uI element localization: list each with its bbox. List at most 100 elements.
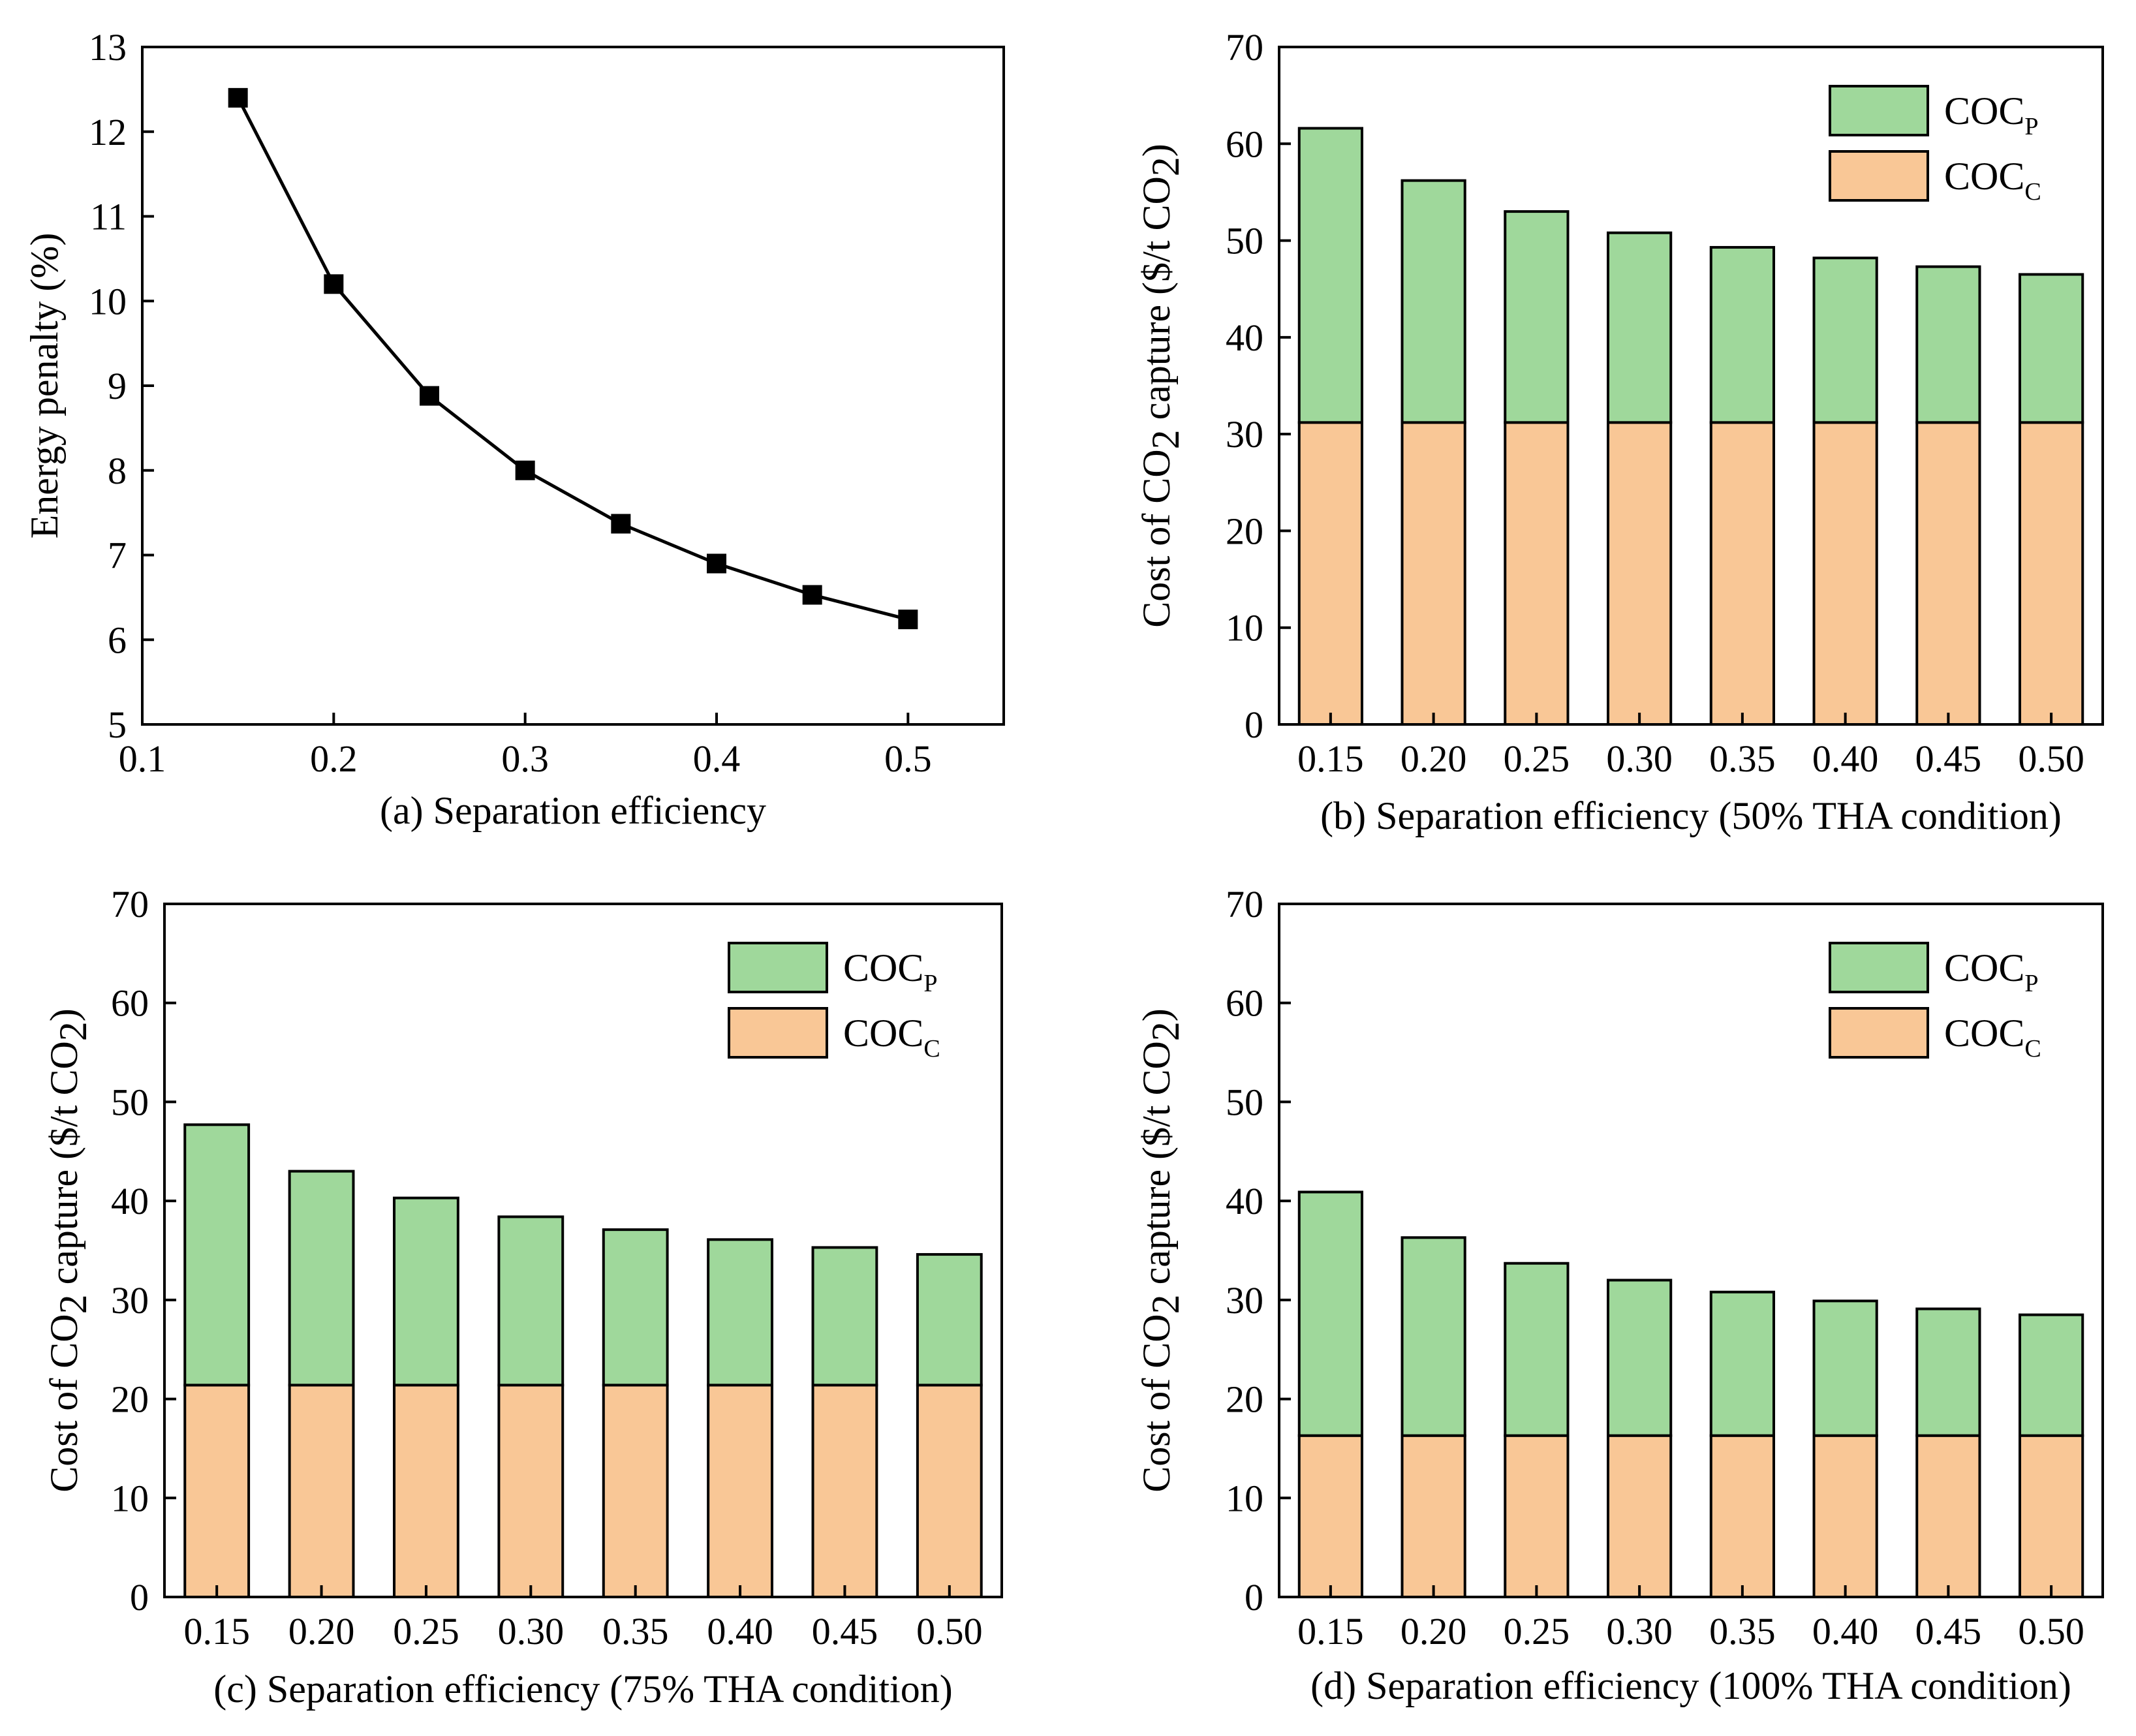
x-tick-label: 0.25	[393, 1610, 459, 1652]
y-tick-label: 9	[108, 365, 127, 407]
y-axis-label-subscript: 2	[1144, 1021, 1187, 1041]
legend-swatch-coc-c	[728, 1007, 828, 1059]
y-axis-label: Cost of CO2 capture ($/t CO2)	[1135, 144, 1187, 628]
bar-coc-p	[1812, 256, 1878, 424]
bar-coc-c	[1504, 421, 1570, 726]
y-axis-label-part: Cost of CO	[42, 1314, 85, 1492]
y-tick-label: 40	[1226, 1180, 1263, 1222]
bar-coc-c	[1297, 1434, 1363, 1599]
plot-frame	[141, 46, 1005, 726]
y-tick-label: 20	[1226, 510, 1263, 552]
bar-coc-c	[1812, 1434, 1878, 1599]
bar-coc-p	[2019, 1313, 2084, 1437]
legend-label-subscript: C	[2024, 178, 2041, 206]
bar-coc-p	[602, 1228, 669, 1387]
y-tick-label: 0	[1245, 704, 1263, 746]
data-point-marker	[802, 585, 822, 605]
y-axis-label-part: Cost of CO	[1135, 1314, 1178, 1492]
bar-coc-p	[1812, 1299, 1878, 1437]
x-tick-label: 0.25	[1504, 737, 1570, 780]
legend-label: COCP	[1944, 89, 2039, 140]
y-axis-label-part: capture ($/t CO	[1135, 1041, 1178, 1294]
y-axis-label: Cost of CO2 capture ($/t CO2)	[42, 1008, 95, 1493]
bar-coc-p	[1401, 179, 1466, 424]
y-tick-label: 50	[1226, 1081, 1263, 1123]
bar-coc-c	[1812, 421, 1878, 726]
y-axis-label-subscript: 2	[1144, 1294, 1187, 1314]
bar-coc-c	[1915, 421, 1981, 726]
y-axis-label-subscript: 2	[1144, 157, 1187, 176]
panel-c: 0 10 20 30 40 50 60 70 0.15 0.20 0.25 0.30 0.35 0.40 0…	[42, 883, 1003, 1711]
bar-coc-p	[811, 1246, 878, 1387]
y-axis-label-part: )	[42, 1008, 85, 1021]
legend-swatch-coc-c	[1829, 150, 1929, 202]
y-tick-label: 30	[1226, 1279, 1263, 1322]
y-axis-label: Energy penalty (%)	[23, 233, 66, 539]
legend-label-main: COC	[1944, 946, 2024, 989]
legend-swatch-coc-p	[728, 942, 828, 993]
bar-coc-c	[288, 1384, 355, 1599]
x-tick-label: 0.20	[288, 1610, 355, 1652]
y-tick-label: 70	[1226, 883, 1263, 925]
x-tick-label: 0.30	[498, 1610, 565, 1652]
legend-label: COCC	[1944, 1012, 2041, 1062]
bar-coc-p	[1607, 1279, 1673, 1437]
legend-label: COCC	[1944, 155, 2041, 206]
legend-swatch-coc-p	[1829, 942, 1929, 993]
y-tick-label: 70	[111, 883, 149, 925]
x-tick-label: 0.2	[310, 737, 358, 780]
x-tick-label: 0.45	[1915, 737, 1982, 780]
y-tick-label: 6	[108, 619, 127, 661]
data-point-marker	[611, 514, 631, 534]
bar-coc-p	[1915, 1307, 1981, 1437]
x-tick-label: 0.40	[1812, 1610, 1879, 1652]
y-tick-label: 10	[1226, 1477, 1263, 1519]
legend-swatch-coc-c	[1829, 1007, 1929, 1059]
x-tick-label: 0.25	[1504, 1610, 1570, 1652]
bar-coc-c	[2019, 1434, 2084, 1599]
bar-coc-c	[1607, 421, 1673, 726]
legend-label-subscript: P	[923, 970, 937, 997]
y-tick-label: 50	[1226, 220, 1263, 262]
x-tick-label: 0.20	[1401, 1610, 1467, 1652]
x-tick-label: 0.15	[1297, 737, 1364, 780]
series-line	[236, 97, 908, 621]
bar-coc-c	[602, 1384, 669, 1599]
bar-coc-c	[1607, 1434, 1673, 1599]
y-tick-label: 60	[1226, 123, 1263, 165]
panel-d: 0 10 20 30 40 50 60 70 0.15 0.20 0.25 0.30 0.35 0.40 0…	[1135, 883, 2104, 1707]
bar-coc-c	[1709, 1434, 1775, 1599]
plot-frame	[1278, 46, 2104, 726]
y-tick-label: 40	[111, 1180, 149, 1222]
x-tick-label: 0.1	[119, 737, 166, 780]
bar-coc-p	[1297, 127, 1363, 424]
x-tick-label: 0.40	[707, 1610, 773, 1652]
data-point-marker	[420, 386, 439, 406]
bar-coc-p	[1709, 1290, 1775, 1437]
legend-label-subscript: C	[2024, 1035, 2041, 1062]
legend-label-subscript: P	[2024, 970, 2038, 997]
bar-coc-c	[811, 1384, 878, 1599]
y-axis-label-part: )	[1135, 144, 1178, 157]
bar-coc-p	[1709, 245, 1775, 424]
bar-coc-p	[1607, 231, 1673, 424]
bar-coc-p	[1504, 210, 1570, 424]
legend-label-main: COC	[1944, 1012, 2024, 1055]
y-tick-label: 60	[111, 982, 149, 1025]
bar-coc-c	[2019, 421, 2084, 726]
bar-coc-p	[1504, 1262, 1570, 1437]
legend-label: COCP	[1944, 946, 2039, 997]
bar-coc-p	[1297, 1190, 1363, 1437]
panel-b: 0 10 20 30 40 50 60 70 0.15 0.20 0.25 0.30 0.35 0.40 0…	[1135, 26, 2104, 837]
data-point-marker	[228, 87, 248, 108]
bar-coc-p	[288, 1170, 355, 1387]
data-point-marker	[898, 610, 918, 630]
bar-coc-c	[916, 1384, 983, 1599]
bar-coc-c	[707, 1384, 773, 1599]
bar-coc-c	[1915, 1434, 1981, 1599]
x-tick-label: 0.35	[602, 1610, 669, 1652]
legend-label-main: COC	[1944, 89, 2024, 132]
bar-coc-c	[393, 1384, 459, 1599]
x-axis-label: (d) Separation efficiency (100% THA cond…	[1310, 1664, 2071, 1707]
